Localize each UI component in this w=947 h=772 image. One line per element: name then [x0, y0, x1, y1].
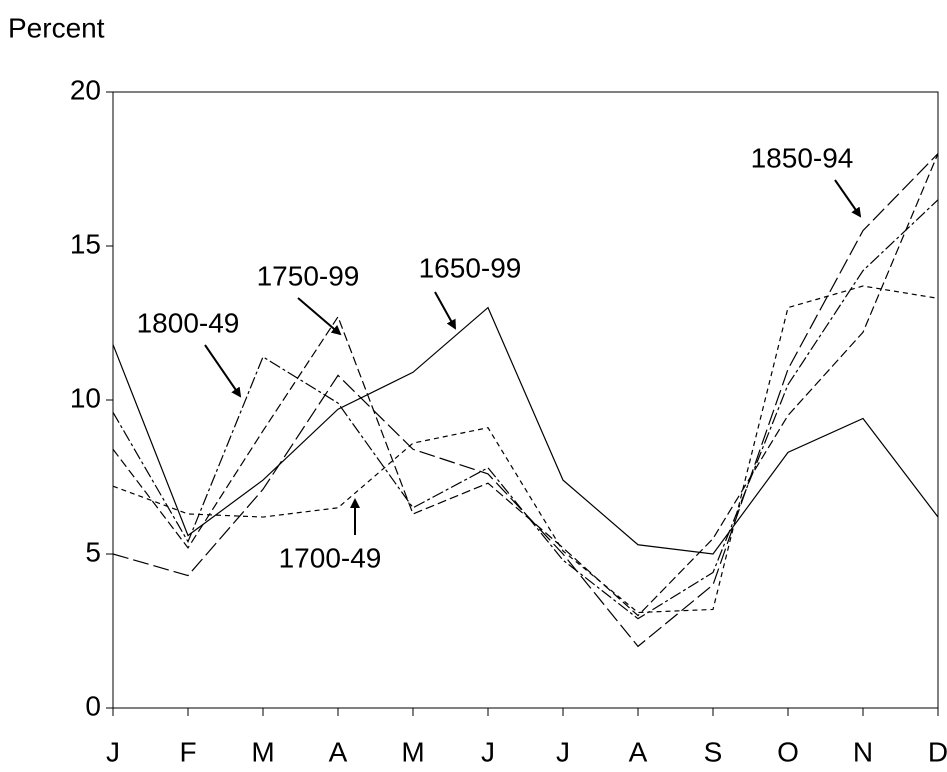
annotation-arrow	[297, 297, 342, 336]
series-annotation: 1750-99	[257, 260, 360, 291]
x-tick-label: M	[251, 736, 274, 767]
x-tick-label: J	[481, 736, 495, 767]
series-line	[112, 153, 939, 617]
y-tick-label: 10	[70, 382, 101, 413]
series-line	[112, 285, 939, 614]
x-tick-label: O	[777, 736, 799, 767]
y-tick-label: 20	[70, 74, 101, 105]
series-line	[112, 199, 939, 620]
x-tick-label: J	[556, 736, 570, 767]
series-line	[112, 306, 939, 555]
series-annotation: 1850-94	[751, 142, 854, 173]
y-axis-label: Percent	[8, 12, 105, 43]
series-line	[112, 153, 939, 648]
annotation-arrow	[434, 291, 456, 330]
x-tick-label: F	[179, 736, 196, 767]
annotation-arrow	[204, 344, 242, 398]
series-annotation: 1700-49	[279, 542, 382, 573]
x-tick-label: J	[106, 736, 120, 767]
x-tick-label: A	[629, 736, 648, 767]
x-tick-label: D	[928, 736, 947, 767]
x-tick-label: A	[329, 736, 348, 767]
y-tick-label: 0	[85, 690, 101, 721]
y-tick-label: 5	[85, 536, 101, 567]
x-tick-label: M	[401, 736, 424, 767]
y-tick-label: 15	[70, 228, 101, 259]
x-tick-label: N	[853, 736, 873, 767]
series-annotation: 1650-99	[419, 252, 522, 283]
annotation-arrow	[834, 179, 862, 218]
plot-frame	[112, 91, 939, 709]
series-annotation: 1800-49	[137, 307, 240, 338]
x-tick-label: S	[704, 736, 723, 767]
